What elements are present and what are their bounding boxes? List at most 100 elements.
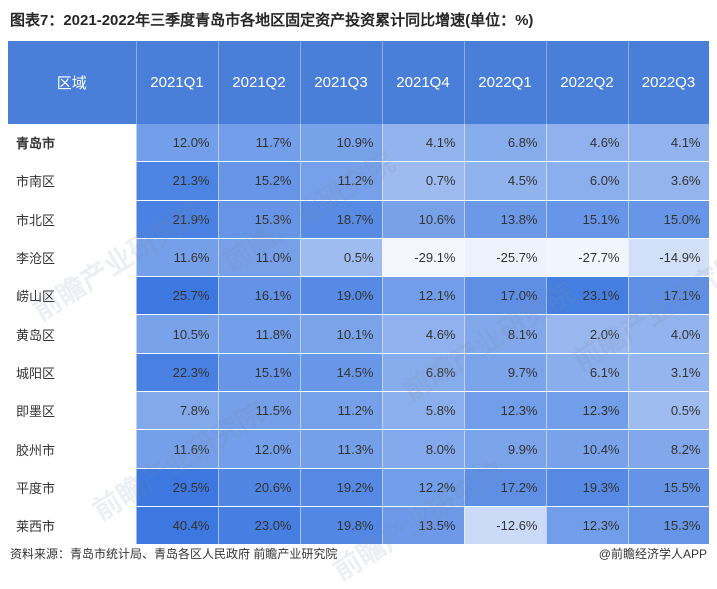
region-cell: 胶州市 — [8, 429, 137, 469]
value-cell: 15.2% — [218, 161, 301, 201]
value-cell: 11.6% — [136, 429, 219, 469]
value-cell: 25.7% — [136, 276, 219, 316]
value-cell: 15.1% — [546, 200, 629, 239]
region-cell: 莱西市 — [8, 506, 137, 546]
value-cell: 11.3% — [300, 429, 383, 469]
value-cell: 9.9% — [464, 429, 547, 469]
region-cell: 黄岛区 — [8, 314, 137, 354]
region-cell: 崂山区 — [8, 276, 137, 316]
region-cell: 平度市 — [8, 468, 137, 507]
heatmap-table-container: 区域 2021Q1 2021Q2 2021Q3 2021Q4 2022Q1 2022Q2 2… — [8, 41, 710, 546]
table-row: 城阳区 22.3% 15.1% 14.5% 6.8% 9.7% 6.1% 3.1% — [8, 353, 710, 393]
brand-credit: @前瞻经济学人APP — [598, 547, 707, 561]
value-cell: 11.2% — [300, 161, 383, 201]
value-cell: 15.0% — [628, 200, 710, 239]
value-cell: 0.5% — [300, 238, 383, 278]
value-cell: 19.2% — [300, 468, 383, 507]
source-note: 资料来源：青岛市统计局、青岛各区人民政府 前瞻产业研究院 — [10, 547, 338, 561]
value-cell: 12.1% — [382, 276, 465, 316]
table-row: 黄岛区 10.5% 11.8% 10.1% 4.6% 8.1% 2.0% 4.0% — [8, 314, 710, 354]
value-cell: -25.7% — [464, 238, 547, 278]
value-cell: 4.6% — [382, 314, 465, 354]
region-cell: 李沧区 — [8, 238, 137, 278]
value-cell: 11.6% — [136, 238, 219, 278]
value-cell: 12.2% — [382, 468, 465, 507]
table-body: 青岛市 12.0% 11.7% 10.9% 4.1% 6.8% 4.6% 4.1% 市南区 21.… — [8, 124, 710, 546]
value-cell: 6.1% — [546, 353, 629, 393]
value-cell: 11.2% — [300, 391, 383, 431]
table-row: 市北区 21.9% 15.3% 18.7% 10.6% 13.8% 15.1% 15.0% — [8, 200, 710, 239]
value-cell: 12.3% — [464, 391, 547, 431]
value-cell: 13.5% — [382, 506, 465, 546]
column-header: 2021Q1 — [136, 41, 219, 124]
value-cell: 12.3% — [546, 506, 629, 546]
value-cell: 10.6% — [382, 200, 465, 239]
region-cell: 市南区 — [8, 161, 137, 201]
value-cell: 19.8% — [300, 506, 383, 546]
value-cell: 4.5% — [464, 161, 547, 201]
value-cell: 18.7% — [300, 200, 383, 239]
value-cell: 13.8% — [464, 200, 547, 239]
table-row: 即墨区 7.8% 11.5% 11.2% 5.8% 12.3% 12.3% 0.5% — [8, 391, 710, 431]
value-cell: 6.8% — [382, 353, 465, 393]
value-cell: 0.7% — [382, 161, 465, 201]
value-cell: 15.3% — [218, 200, 301, 239]
value-cell: 40.4% — [136, 506, 219, 546]
value-cell: 15.1% — [218, 353, 301, 393]
value-cell: 17.1% — [628, 276, 710, 316]
value-cell: 12.3% — [546, 391, 629, 431]
value-cell: 0.5% — [628, 391, 710, 431]
table-row: 李沧区 11.6% 11.0% 0.5% -29.1% -25.7% -27.7% -14.9… — [8, 238, 710, 278]
value-cell: -29.1% — [382, 238, 465, 278]
value-cell: 4.1% — [382, 124, 465, 163]
value-cell: 15.3% — [628, 506, 710, 546]
table-row: 莱西市 40.4% 23.0% 19.8% 13.5% -12.6% 12.3% 15.3% — [8, 506, 710, 546]
value-cell: 29.5% — [136, 468, 219, 507]
value-cell: 21.3% — [136, 161, 219, 201]
column-header: 2021Q2 — [218, 41, 301, 124]
value-cell: 17.0% — [464, 276, 547, 316]
value-cell: 10.1% — [300, 314, 383, 354]
region-cell: 城阳区 — [8, 353, 137, 393]
value-cell: 4.1% — [628, 124, 710, 163]
value-cell: 7.8% — [136, 391, 219, 431]
value-cell: -12.6% — [464, 506, 547, 546]
table-row: 青岛市 12.0% 11.7% 10.9% 4.1% 6.8% 4.6% 4.1% — [8, 124, 710, 163]
value-cell: 4.0% — [628, 314, 710, 354]
value-cell: 12.0% — [136, 124, 219, 163]
value-cell: 10.4% — [546, 429, 629, 469]
region-cell: 即墨区 — [8, 391, 137, 431]
column-header: 2021Q4 — [382, 41, 465, 124]
value-cell: -14.9% — [628, 238, 710, 278]
value-cell: 11.0% — [218, 238, 301, 278]
value-cell: 9.7% — [464, 353, 547, 393]
value-cell: 5.8% — [382, 391, 465, 431]
value-cell: 17.2% — [464, 468, 547, 507]
value-cell: 21.9% — [136, 200, 219, 239]
value-cell: 22.3% — [136, 353, 219, 393]
value-cell: 19.3% — [546, 468, 629, 507]
table-row: 平度市 29.5% 20.6% 19.2% 12.2% 17.2% 19.3% 15.5% — [8, 468, 710, 507]
region-cell: 市北区 — [8, 200, 137, 239]
value-cell: 2.0% — [546, 314, 629, 354]
value-cell: 12.0% — [218, 429, 301, 469]
column-header: 2022Q3 — [628, 41, 710, 124]
value-cell: 19.0% — [300, 276, 383, 316]
table-row: 胶州市 11.6% 12.0% 11.3% 8.0% 9.9% 10.4% 8.2% — [8, 429, 710, 469]
value-cell: 11.5% — [218, 391, 301, 431]
value-cell: 15.5% — [628, 468, 710, 507]
value-cell: 6.8% — [464, 124, 547, 163]
value-cell: 16.1% — [218, 276, 301, 316]
value-cell: 11.8% — [218, 314, 301, 354]
column-header: 2022Q1 — [464, 41, 547, 124]
value-cell: 6.0% — [546, 161, 629, 201]
header-row: 区域 2021Q1 2021Q2 2021Q3 2021Q4 2022Q1 2022Q2 2… — [8, 41, 710, 124]
value-cell: 8.1% — [464, 314, 547, 354]
chart-title: 图表7：2021-2022年三季度青岛市各地区固定资产投资累计同比增速(单位：%… — [10, 12, 534, 29]
value-cell: 23.1% — [546, 276, 629, 316]
value-cell: 14.5% — [300, 353, 383, 393]
value-cell: 8.0% — [382, 429, 465, 469]
value-cell: 11.7% — [218, 124, 301, 163]
value-cell: 8.2% — [628, 429, 710, 469]
heatmap-table: 区域 2021Q1 2021Q2 2021Q3 2021Q4 2022Q1 2022Q2 2… — [8, 41, 710, 546]
